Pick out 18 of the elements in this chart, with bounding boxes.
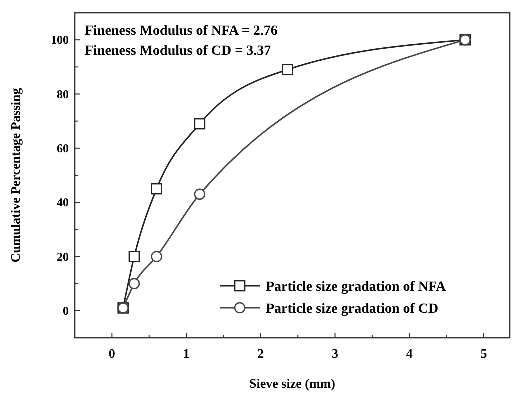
y-tick-label: 80 [57,87,69,102]
y-tick-label: 0 [63,304,69,318]
y-tick-label: 40 [57,196,69,210]
x-tick-label: 2 [258,346,264,361]
legend-label: Particle size gradation of CD [266,302,439,317]
annotation: Fineness Modulus of NFA = 2.76 [85,24,278,39]
x-tick-label: 0 [108,346,116,361]
x-tick-label: 3 [332,346,340,361]
y-axis-title: Cumulative Percentage Passing [8,88,23,263]
annotation: Fineness Modulus of CD = 3.37 [85,44,272,59]
x-tick-label: 1 [183,346,190,361]
x-axis-title: Sieve size (mm) [250,376,336,391]
x-tick-label: 4 [406,346,414,361]
y-tick-label: 20 [57,250,69,264]
y-tick-label: 100 [51,33,69,48]
legend-label: Particle size gradation of NFA [266,280,448,295]
x-tick-label: 5 [480,346,488,361]
y-tick-label: 60 [57,141,69,156]
